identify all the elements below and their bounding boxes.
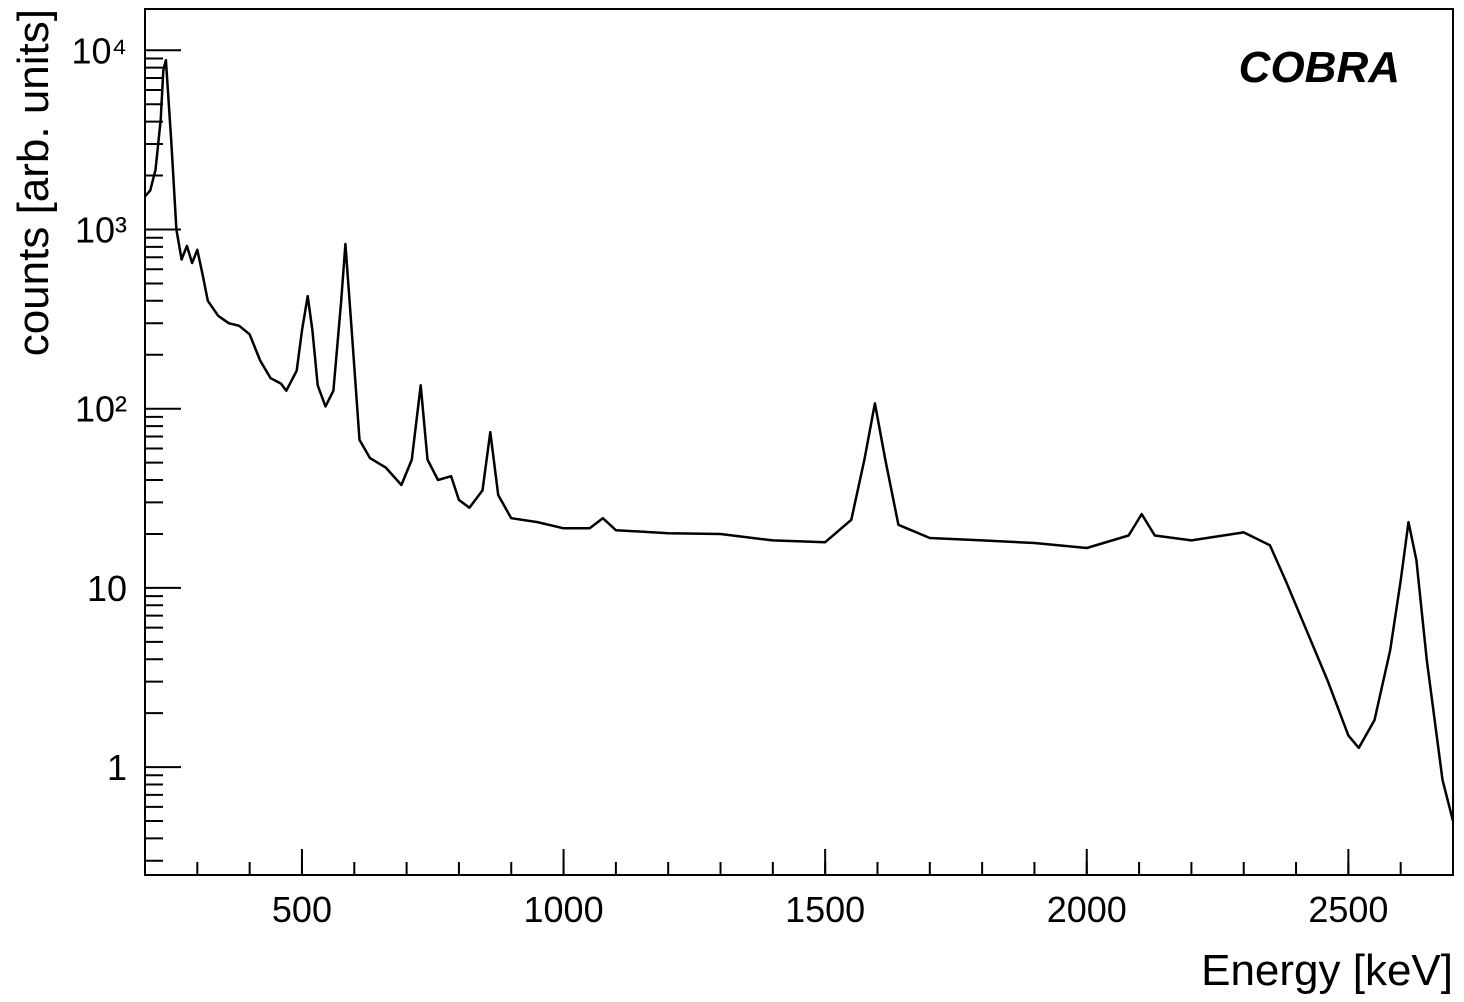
x-tick-label: 2500: [1308, 889, 1388, 930]
chart-title: COBRA: [1239, 43, 1400, 92]
y-tick-label: 1: [107, 747, 127, 788]
y-tick-label: 10³: [75, 210, 127, 251]
y-axis-title: counts [arb. units]: [9, 9, 58, 356]
y-tick-label: 10⁴: [71, 30, 127, 71]
x-axis-title: Energy [keV]: [1201, 946, 1453, 995]
x-tick-label: 1000: [524, 889, 604, 930]
x-tick-label: 1500: [785, 889, 865, 930]
x-tick-label: 500: [272, 889, 332, 930]
spectrum-line: [144, 58, 1455, 822]
x-tick-label: 2000: [1047, 889, 1127, 930]
plot-frame: [144, 8, 1454, 876]
y-tick-label: 10²: [75, 389, 127, 430]
y-tick-label: 10: [87, 568, 127, 609]
